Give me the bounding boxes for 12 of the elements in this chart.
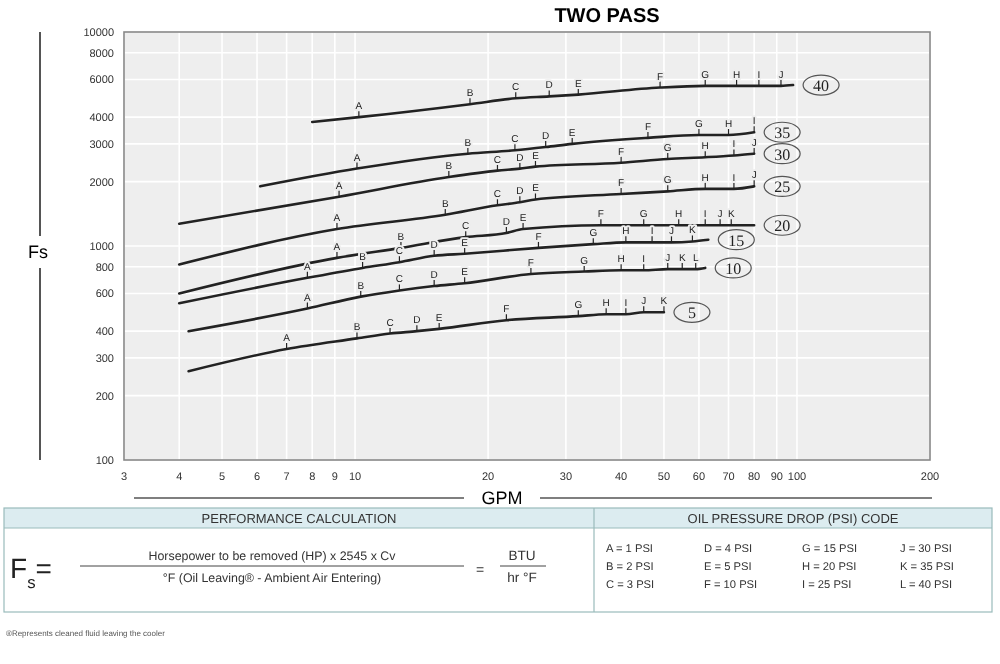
y-axis-title: Fs (28, 242, 49, 262)
series-label: 35 (774, 124, 791, 143)
series-label: 10 (725, 259, 742, 278)
chart-title: TWO PASS (554, 6, 661, 28)
series-label: 40 (813, 77, 830, 96)
series-label: 30 (774, 145, 791, 164)
series-label: 25 (774, 178, 791, 197)
x-axis-title: GPM (481, 488, 523, 508)
series-label: 20 (774, 217, 791, 236)
text: F$_{s}$= (10, 552, 52, 592)
series-label: 5 (687, 304, 696, 323)
series-label: 15 (728, 231, 745, 250)
